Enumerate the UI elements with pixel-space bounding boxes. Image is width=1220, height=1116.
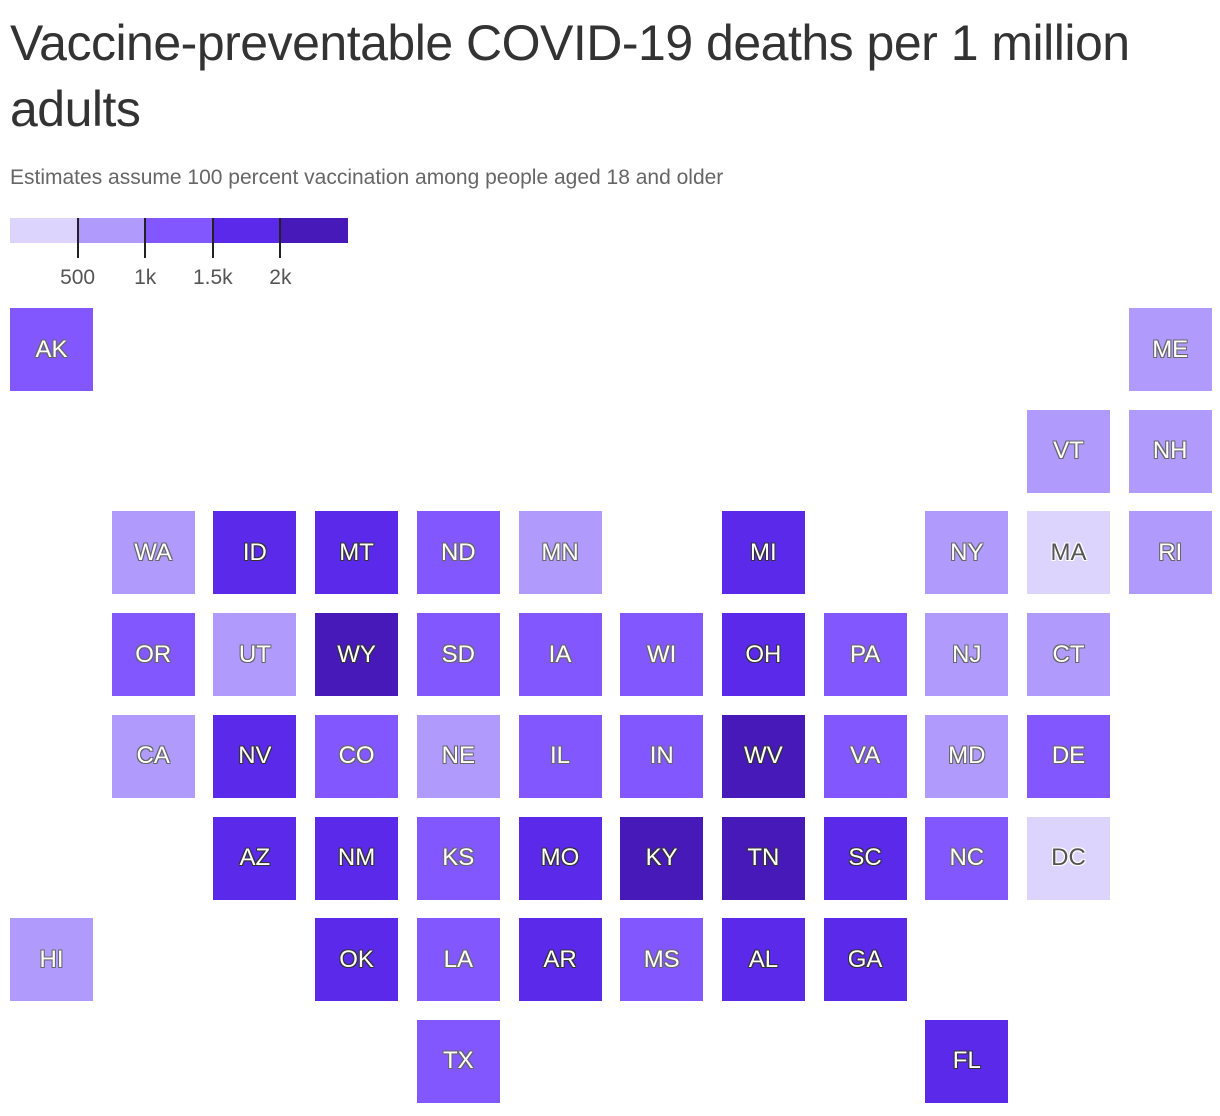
state-tile-dc[interactable]: DC [1027,816,1110,900]
state-tile-ok[interactable]: OK [315,918,399,1002]
legend-swatch [10,218,79,243]
state-tile-il[interactable]: IL [518,714,602,798]
legend-swatch [280,218,349,243]
state-tile-ne[interactable]: NE [416,714,500,798]
legend-tick [76,218,79,258]
state-tile-wy[interactable]: WY [315,613,399,697]
state-tile-ky[interactable]: KY [620,816,704,900]
state-tile-va[interactable]: VA [823,714,907,798]
state-tile-mn[interactable]: MN [518,511,602,595]
state-tile-in[interactable]: IN [620,714,704,798]
legend-swatch [145,218,214,243]
state-tile-id[interactable]: ID [213,511,297,595]
state-tile-or[interactable]: OR [111,613,195,697]
state-tile-nh[interactable]: NH [1128,409,1212,493]
state-tile-nj[interactable]: NJ [925,613,1009,697]
state-tile-wa[interactable]: WA [111,511,195,595]
state-tile-ks[interactable]: KS [416,816,500,900]
legend-tick-label: 1k [134,266,157,289]
legend-swatch [77,218,146,243]
state-tile-me[interactable]: ME [1128,308,1212,391]
state-tile-ga[interactable]: GA [823,918,907,1002]
state-tile-sc[interactable]: SC [823,816,907,900]
legend-tick [211,218,214,258]
state-tile-md[interactable]: MD [925,714,1009,798]
state-tile-wi[interactable]: WI [620,613,704,697]
state-tile-sd[interactable]: SD [416,613,500,697]
state-tile-ri[interactable]: RI [1128,511,1212,595]
state-tile-tn[interactable]: TN [721,816,805,900]
legend-tick-label: 2k [269,266,292,289]
chart-subtitle: Estimates assume 100 percent vaccination… [10,166,724,189]
legend-swatch [212,218,281,243]
chart-title: Vaccine-preventable COVID-19 deaths per … [10,15,1130,137]
state-tile-nv[interactable]: NV [213,714,297,798]
legend-tick [144,218,147,258]
state-tile-nd[interactable]: ND [416,511,500,595]
state-tile-mo[interactable]: MO [518,816,602,900]
state-tile-ct[interactable]: CT [1027,613,1110,697]
state-tile-vt[interactable]: VT [1027,409,1110,493]
state-tile-ak[interactable]: AK [10,308,93,391]
state-tile-mt[interactable]: MT [315,511,399,595]
legend-tick [279,218,282,258]
state-tile-de[interactable]: DE [1027,714,1110,798]
state-tile-nc[interactable]: NC [925,816,1009,900]
state-tile-la[interactable]: LA [416,918,500,1002]
state-tile-wv[interactable]: WV [721,714,805,798]
state-tile-ny[interactable]: NY [925,511,1009,595]
state-tile-hi[interactable]: HI [10,918,93,1002]
state-tile-co[interactable]: CO [315,714,399,798]
state-tile-az[interactable]: AZ [213,816,297,900]
state-tile-mi[interactable]: MI [721,511,805,595]
state-tile-fl[interactable]: FL [925,1019,1009,1103]
state-tile-oh[interactable]: OH [721,613,805,697]
state-tile-al[interactable]: AL [721,918,805,1002]
state-tile-ma[interactable]: MA [1027,511,1110,595]
state-tile-ms[interactable]: MS [620,918,704,1002]
state-tile-ar[interactable]: AR [518,918,602,1002]
state-tile-tx[interactable]: TX [416,1019,500,1103]
state-tile-ut[interactable]: UT [213,613,297,697]
color-legend: 500 1k 1.5k 2k [10,218,350,298]
state-tile-ia[interactable]: IA [518,613,602,697]
legend-tick-label: 500 [60,266,96,289]
state-tile-pa[interactable]: PA [823,613,907,697]
legend-tick-label: 1.5k [192,266,233,289]
state-tile-ca[interactable]: CA [111,714,195,798]
state-tile-nm[interactable]: NM [315,816,399,900]
